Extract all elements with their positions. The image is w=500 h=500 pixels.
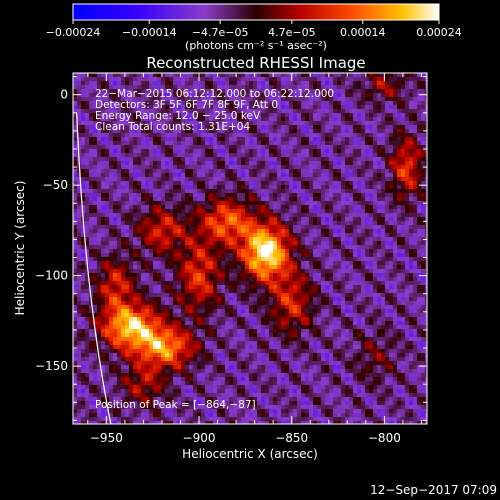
solar-limb-line [76,112,112,424]
y-tick-label: 0 [60,88,68,102]
y-tick-label: −50 [43,178,68,192]
y-tick-label: −100 [35,269,68,283]
heatmap-image [73,73,427,424]
y-axis-label: Heliocentric Y (arcsec) [13,181,27,316]
annotation-detectors: Detectors: 3F 5F 6F 7F 8F 9F, Att 0 [95,99,278,111]
x-tick-label: −850 [275,431,308,445]
colorbar [72,3,440,21]
annotation-time-range: 22−Mar−2015 06:12:12.000 to 06:22:12.000 [95,88,334,100]
colorbar-tick-label: 0.00024 [416,26,462,39]
x-tick-label: −900 [183,431,216,445]
chart-title: Reconstructed RHESSI Image [146,54,365,72]
colorbar-unit-label: (photons cm⁻² s⁻¹ asec⁻²) [185,39,327,52]
annotation-peak-position: Position of Peak = [−864,−87] [95,399,256,411]
colorbar-ticks: −0.00024 −0.00014 −4.7e−05 4.7e−05 0.00014 0.… [46,20,462,39]
plot-frame [72,72,428,425]
colorbar-tick-label: 0.00014 [340,26,386,39]
x-tick-label: −950 [90,431,123,445]
x-axis-label: Heliocentric X (arcsec) [182,447,318,461]
footer-timestamp: 12−Sep−2017 07:09 [370,483,497,497]
colorbar-tick-label: −0.00014 [122,26,177,39]
annotation-clean-counts: Clean Total counts: 1.31E+04 [95,121,250,133]
colorbar-tick-label: −4.7e−05 [192,26,249,39]
x-tick-label: −800 [368,431,401,445]
colorbar-tick-label: −0.00024 [46,26,101,39]
colorbar-tick-label: 4.7e−05 [268,26,315,39]
y-tick-label: −150 [35,359,68,373]
axes-ticks: −950 −900 −850 −800 0 −50 −100 −150 [35,73,427,445]
annotation-energy-range: Energy Range: 12.0 − 25.0 keV [95,110,261,122]
